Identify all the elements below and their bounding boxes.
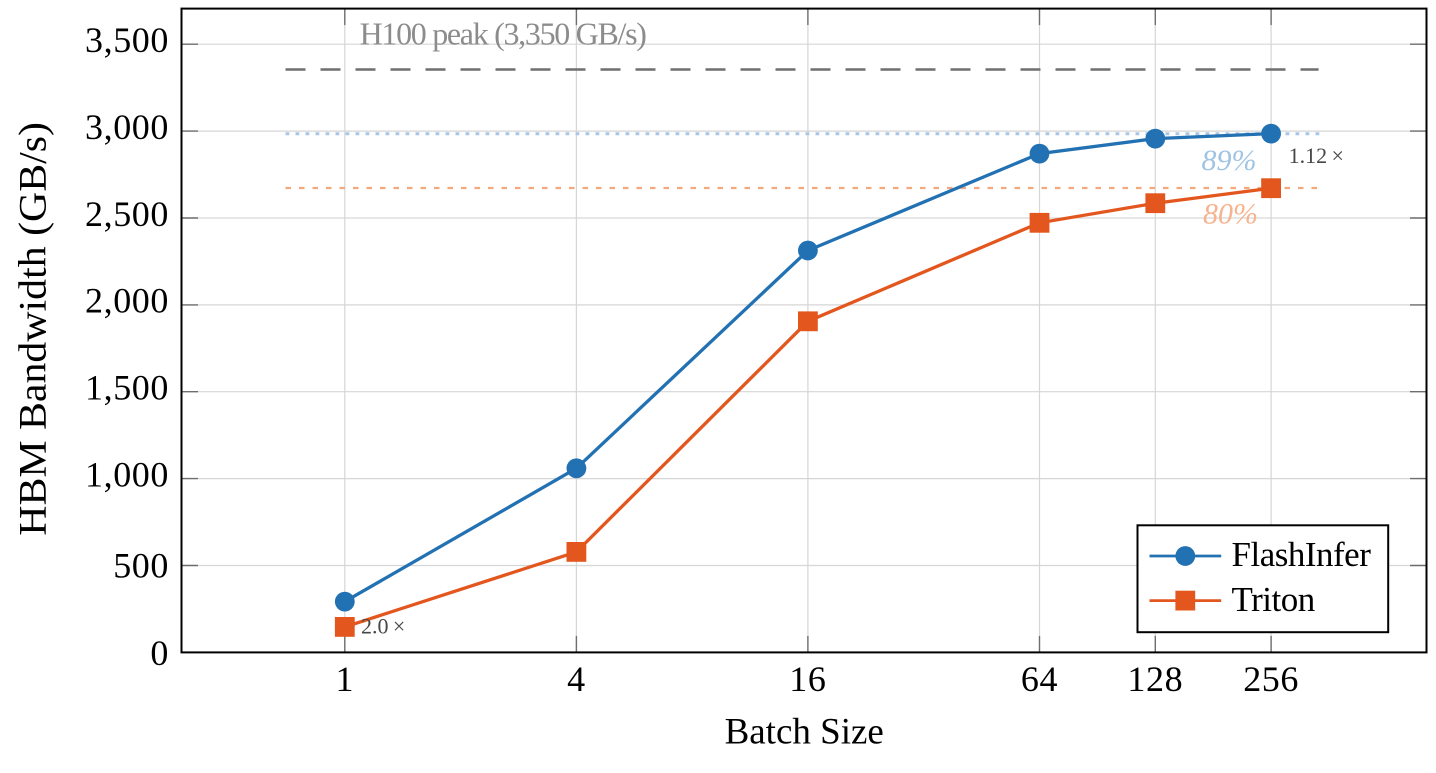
- svg-text:16: 16: [789, 659, 826, 699]
- svg-text:3,000: 3,000: [85, 107, 169, 147]
- svg-text:1.12 ×: 1.12 ×: [1289, 143, 1344, 168]
- svg-text:80%: 80%: [1203, 198, 1258, 231]
- svg-text:H100 peak (3,350 GB/s): H100 peak (3,350 GB/s): [360, 16, 647, 52]
- svg-text:Batch Size: Batch Size: [725, 712, 884, 753]
- svg-text:500: 500: [113, 545, 169, 585]
- svg-text:1,500: 1,500: [85, 368, 169, 408]
- svg-text:FlashInfer: FlashInfer: [1232, 535, 1372, 574]
- svg-text:HBM Bandwidth (GB/s): HBM Bandwidth (GB/s): [11, 122, 54, 536]
- svg-text:4: 4: [567, 659, 586, 699]
- svg-text:256: 256: [1243, 659, 1299, 699]
- svg-text:3,500: 3,500: [85, 20, 169, 60]
- svg-text:2,000: 2,000: [85, 281, 169, 321]
- svg-text:2,500: 2,500: [85, 194, 169, 234]
- svg-text:64: 64: [1021, 659, 1058, 699]
- svg-text:2.0 ×: 2.0 ×: [361, 614, 405, 639]
- svg-text:128: 128: [1127, 659, 1183, 699]
- svg-text:0: 0: [150, 633, 169, 673]
- svg-text:1,000: 1,000: [85, 454, 169, 494]
- svg-text:1: 1: [335, 659, 354, 699]
- svg-text:89%: 89%: [1202, 144, 1257, 177]
- svg-text:Triton: Triton: [1232, 580, 1315, 619]
